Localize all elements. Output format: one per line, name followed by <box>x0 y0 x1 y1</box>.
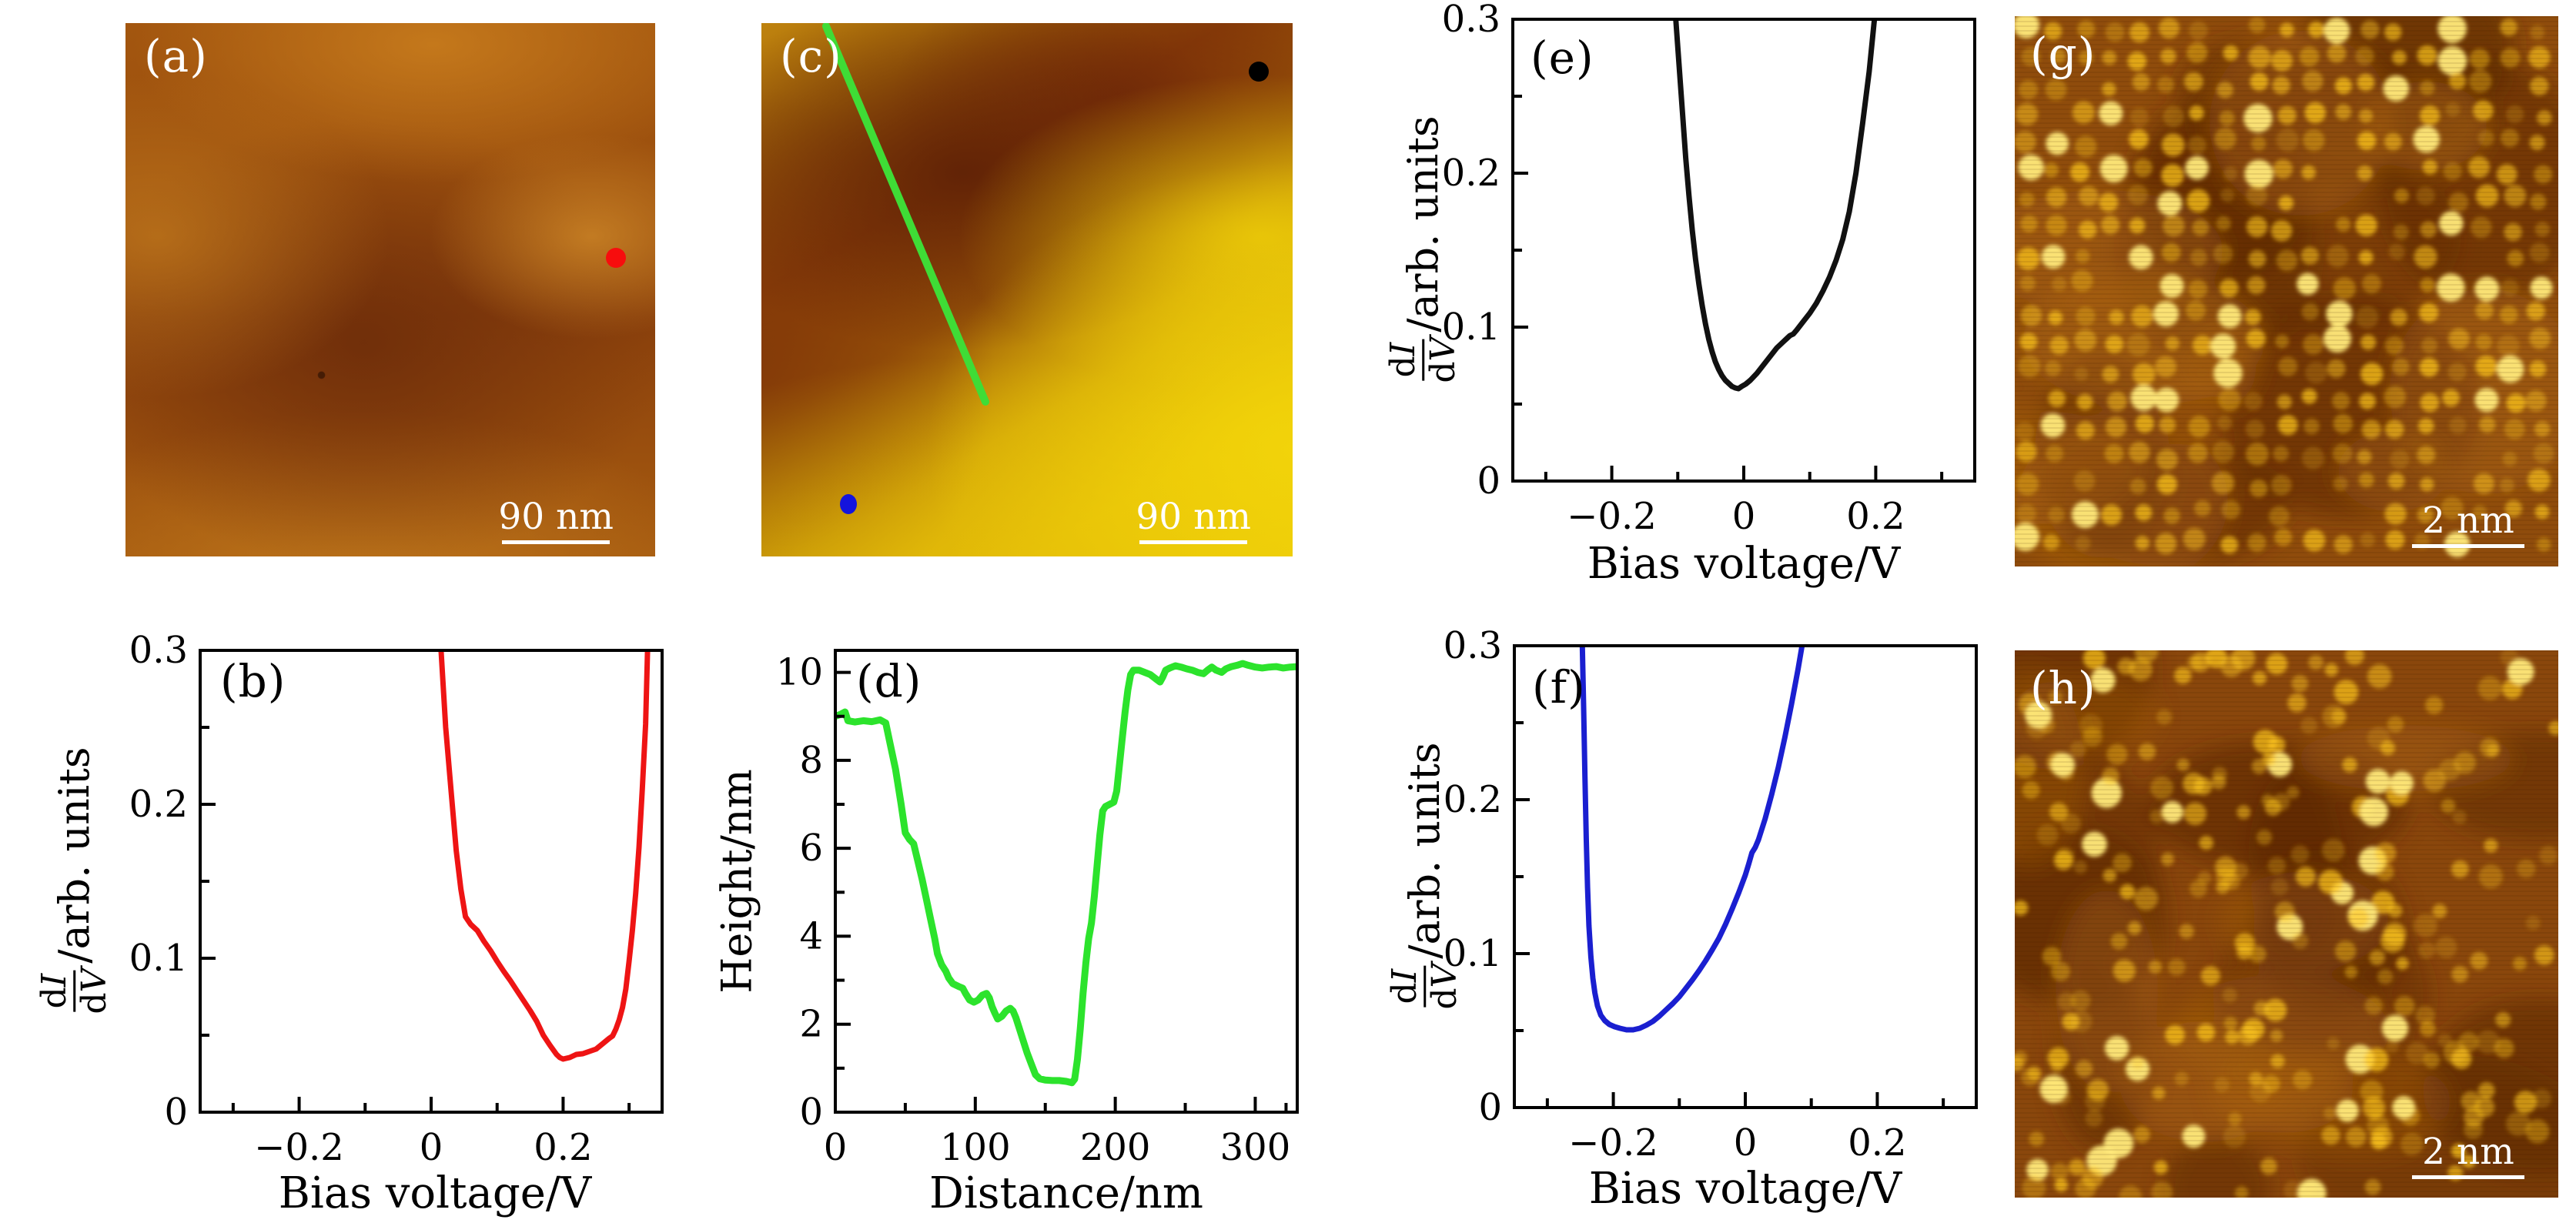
svg-text:0: 0 <box>164 1091 188 1134</box>
didv-fraction: dI dV <box>1383 336 1464 383</box>
stm-atomic-resolution-image-g: 2 nm <box>2015 16 2558 566</box>
line-profile-path <box>822 23 989 406</box>
spectrum-location-marker-black <box>1249 62 1269 82</box>
scalebar: 2 nm <box>2412 1134 2524 1179</box>
didv-fraction: dI dV <box>1385 963 1465 1010</box>
svg-text:2: 2 <box>799 1003 823 1046</box>
svg-text:0: 0 <box>799 1091 823 1134</box>
scalebar-label: 90 nm <box>1136 496 1251 538</box>
x-axis-label-b: Bias voltage/V <box>278 1168 592 1218</box>
svg-text:0.3: 0.3 <box>1444 627 1502 667</box>
scalebar-line <box>1139 540 1248 544</box>
scalebar-label: 2 nm <box>2422 1131 2514 1173</box>
scalebar: 90 nm <box>498 499 614 544</box>
svg-text:0.2: 0.2 <box>1442 152 1500 195</box>
scalebar: 2 nm <box>2412 503 2524 548</box>
svg-text:0: 0 <box>1734 1121 1758 1165</box>
scalebar-line <box>2412 1175 2524 1179</box>
scalebar-label: 90 nm <box>498 496 614 538</box>
svg-text:0.2: 0.2 <box>1846 495 1905 538</box>
panel-label-g: (g) <box>2030 28 2096 80</box>
svg-text:0.2: 0.2 <box>534 1126 592 1169</box>
atomic-lattice-texture <box>2015 650 2558 1198</box>
x-axis-label-f: Bias voltage/V <box>1588 1164 1902 1214</box>
x-axis-label-d: Distance/nm <box>928 1168 1204 1218</box>
panel-label-h: (h) <box>2030 662 2096 714</box>
y-axis-label-b: dI dV /arb. units <box>35 747 115 1014</box>
svg-text:0: 0 <box>420 1126 443 1169</box>
scalebar: 90 nm <box>1136 499 1251 544</box>
panel-label-f: (f) <box>1532 661 1586 713</box>
svg-text:0.1: 0.1 <box>1442 306 1500 349</box>
panel-label-e: (e) <box>1531 32 1594 84</box>
svg-text:0.2: 0.2 <box>1444 778 1502 821</box>
y-axis-label-d: Height/nm <box>712 769 761 994</box>
svg-text:300: 300 <box>1220 1126 1291 1169</box>
svg-text:0.3: 0.3 <box>129 631 188 672</box>
svg-text:−0.2: −0.2 <box>1568 1121 1658 1165</box>
svg-text:0.3: 0.3 <box>1442 0 1500 41</box>
spectrum-location-marker-red <box>606 248 626 268</box>
svg-text:0: 0 <box>1732 495 1756 538</box>
svg-text:−0.2: −0.2 <box>254 1126 344 1169</box>
didv-spectrum-chart-black: −0.2 0 0.2 0 0.1 0.2 0.3 <box>1442 0 1976 538</box>
stm-topography-image-c: 90 nm <box>761 23 1293 556</box>
didv-spectrum-chart-red: −0.2 0 0.2 0 0.1 0.2 0.3 <box>129 631 664 1169</box>
svg-text:0: 0 <box>824 1126 848 1169</box>
panel-label-c: (c) <box>780 30 842 82</box>
svg-text:0.1: 0.1 <box>129 937 188 980</box>
svg-text:200: 200 <box>1080 1126 1151 1169</box>
spectrum-location-marker-blue <box>840 494 857 514</box>
svg-text:4: 4 <box>799 914 823 957</box>
svg-text:6: 6 <box>799 827 823 870</box>
height-profile-chart: 0 100 200 300 0 2 4 6 8 10 <box>776 649 1299 1169</box>
atomic-lattice-texture <box>2015 16 2558 566</box>
svg-text:8: 8 <box>799 739 823 782</box>
svg-text:0: 0 <box>1477 459 1500 503</box>
y-axis-label-e: dI dV /arb. units <box>1383 115 1464 383</box>
svg-text:0: 0 <box>1478 1086 1502 1129</box>
panel-label-a: (a) <box>144 30 208 82</box>
didv-spectrum-chart-blue: −0.2 0 0.2 0 0.1 0.2 0.3 <box>1444 627 1978 1165</box>
didv-fraction: dI dV <box>35 967 115 1014</box>
scalebar-line <box>2412 544 2524 548</box>
svg-text:0.2: 0.2 <box>1848 1121 1906 1165</box>
svg-text:0.2: 0.2 <box>129 783 188 826</box>
svg-text:10: 10 <box>776 651 823 694</box>
svg-text:0.1: 0.1 <box>1444 932 1502 975</box>
scalebar-line <box>502 540 611 544</box>
svg-text:100: 100 <box>940 1126 1011 1169</box>
x-axis-label-e: Bias voltage/V <box>1587 539 1901 589</box>
svg-text:−0.2: −0.2 <box>1567 495 1657 538</box>
line-profile-overlay <box>822 23 989 406</box>
panel-label-b: (b) <box>220 655 286 707</box>
scalebar-label: 2 nm <box>2422 500 2514 542</box>
stm-topography-image-a: 90 nm <box>125 23 655 556</box>
stm-atomic-resolution-image-h: 2 nm <box>2015 650 2558 1198</box>
panel-label-d: (d) <box>856 655 922 707</box>
y-axis-label-f: dI dV /arb. units <box>1385 742 1465 1010</box>
